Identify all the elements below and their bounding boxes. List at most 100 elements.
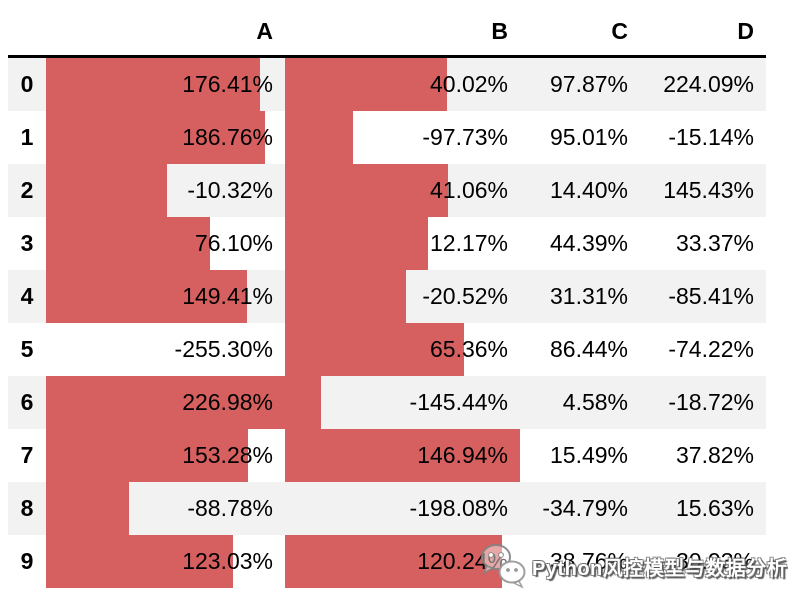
cell-value: -20.52%: [422, 283, 508, 309]
cell-C1: 95.01%: [520, 111, 640, 164]
cell-value: -198.08%: [409, 495, 508, 521]
cell-C4: 31.31%: [520, 270, 640, 323]
cell-C2: 14.40%: [520, 164, 640, 217]
data-bar: [46, 217, 211, 270]
cell-C5: 86.44%: [520, 323, 640, 376]
cell-value: 31.31%: [549, 283, 628, 309]
data-bar: [46, 482, 129, 535]
table-row-7: 7 153.28% 146.94% 15.49% 37.82%: [8, 429, 766, 482]
cell-value: 226.98%: [182, 389, 273, 415]
cell-A8: -88.78%: [46, 482, 285, 535]
cell-value: 95.01%: [549, 124, 628, 150]
table-row-3: 3 76.10% 12.17% 44.39% 33.37%: [8, 217, 766, 270]
cell-value: 76.10%: [194, 230, 273, 256]
cell-value: 153.28%: [182, 442, 273, 468]
cell-value: -145.44%: [409, 389, 508, 415]
table-header-row: A B C D: [8, 8, 766, 58]
cell-B7: 146.94%: [285, 429, 520, 482]
cell-A2: -10.32%: [46, 164, 285, 217]
cell-C0: 97.87%: [520, 58, 640, 111]
row-index-4: 4: [20, 283, 34, 309]
cell-value: -18.72%: [668, 389, 754, 415]
cell-C8: -34.79%: [520, 482, 640, 535]
watermark-text: Python风控模型与数据分析: [532, 557, 788, 580]
cell-B2: 41.06%: [285, 164, 520, 217]
cell-value: -10.32%: [187, 177, 273, 203]
data-bar: [285, 164, 448, 217]
table-row-8: 8 -88.78% -198.08% -34.79% 15.63%: [8, 482, 766, 535]
data-bar: [285, 323, 465, 376]
cell-value: 186.76%: [182, 124, 273, 150]
data-bar: [285, 376, 321, 429]
cell-D9: 30.93%: [640, 535, 766, 588]
data-bar: [285, 217, 429, 270]
row-index-0: 0: [20, 71, 34, 97]
cell-value: 176.41%: [182, 71, 273, 97]
cell-value: 4.58%: [562, 389, 628, 415]
cell-D6: -18.72%: [640, 376, 766, 429]
cell-D2: 145.43%: [640, 164, 766, 217]
table-row-0: 0 176.41% 40.02% 97.87% 224.09%: [8, 58, 766, 111]
watermark: Python风控模型与数据分析: [477, 541, 787, 591]
column-header-d: D: [737, 18, 754, 44]
table-row-4: 4 149.41% -20.52% 31.31% -85.41%: [8, 270, 766, 323]
cell-D1: -15.14%: [640, 111, 766, 164]
index-header-cell: [8, 8, 46, 55]
row-index-6: 6: [20, 389, 34, 415]
data-bar: [285, 58, 448, 111]
cell-A1: 186.76%: [46, 111, 285, 164]
table-row-9: 9 123.03% 120.24% 38.76% 30.93%: [8, 535, 766, 588]
data-bar: [46, 535, 234, 588]
cell-value: 38.76%: [549, 548, 628, 574]
cell-value: -97.73%: [422, 124, 508, 150]
data-bar: [46, 164, 168, 217]
data-bar: [285, 111, 354, 164]
cell-B9: 120.24%: [285, 535, 520, 588]
cell-value: 146.94%: [417, 442, 508, 468]
cell-B8: -198.08%: [285, 482, 520, 535]
cell-value: -85.41%: [668, 283, 754, 309]
cell-D7: 37.82%: [640, 429, 766, 482]
cell-C6: 4.58%: [520, 376, 640, 429]
cell-value: -88.78%: [187, 495, 273, 521]
cell-D3: 33.37%: [640, 217, 766, 270]
cell-value: 149.41%: [182, 283, 273, 309]
table-row-2: 2 -10.32% 41.06% 14.40% 145.43%: [8, 164, 766, 217]
wechat-icon: [481, 544, 526, 589]
dataframe-table: A B C D 0 176.41% 40.02% 97.87% 224.09% 1 186.…: [8, 8, 766, 588]
cell-value: 123.03%: [182, 548, 273, 574]
cell-value: 145.43%: [663, 177, 754, 203]
cell-B5: 65.36%: [285, 323, 520, 376]
row-index-7: 7: [20, 442, 34, 468]
cell-value: 97.87%: [549, 71, 628, 97]
cell-A0: 176.41%: [46, 58, 285, 111]
data-bar: [46, 270, 247, 323]
data-bar: [46, 376, 285, 429]
cell-A5: -255.30%: [46, 323, 285, 376]
cell-A6: 226.98%: [46, 376, 285, 429]
cell-value: 65.36%: [429, 336, 508, 362]
cell-value: -74.22%: [668, 336, 754, 362]
data-bar: [285, 270, 406, 323]
cell-B6: -145.44%: [285, 376, 520, 429]
cell-value: 15.49%: [549, 442, 628, 468]
row-index-1: 1: [20, 124, 34, 150]
cell-A4: 149.41%: [46, 270, 285, 323]
cell-B1: -97.73%: [285, 111, 520, 164]
cell-B4: -20.52%: [285, 270, 520, 323]
cell-value: 224.09%: [663, 71, 754, 97]
data-bar: [285, 535, 502, 588]
cell-D5: -74.22%: [640, 323, 766, 376]
cell-value: 33.37%: [675, 230, 754, 256]
cell-value: 44.39%: [549, 230, 628, 256]
cell-value: -34.79%: [542, 495, 628, 521]
data-bar: [46, 111, 266, 164]
cell-B3: 12.17%: [285, 217, 520, 270]
cell-value: 12.17%: [429, 230, 508, 256]
cell-value: 86.44%: [549, 336, 628, 362]
cell-value: 40.02%: [429, 71, 508, 97]
data-bar: [46, 58, 260, 111]
cell-B0: 40.02%: [285, 58, 520, 111]
cell-value: 15.63%: [675, 495, 754, 521]
